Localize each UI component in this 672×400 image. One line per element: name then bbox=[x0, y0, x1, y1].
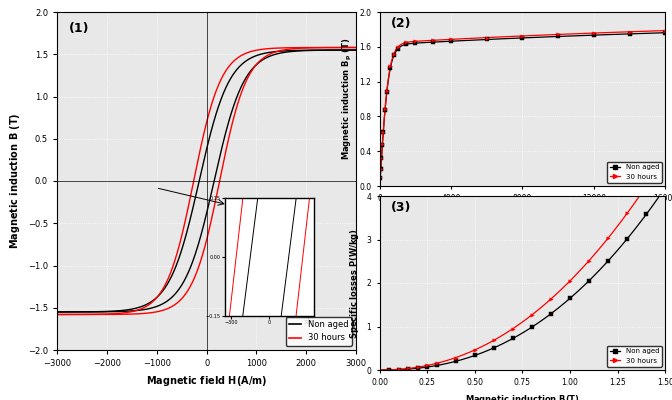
Legend: Non aged, 30 hours: Non aged, 30 hours bbox=[286, 317, 352, 346]
Legend: Non aged, 30 hours: Non aged, 30 hours bbox=[607, 346, 662, 366]
Y-axis label: Magnetic induction $\mathbf{B_p}$ ($\mathbf{T}$): Magnetic induction $\mathbf{B_p}$ ($\mat… bbox=[341, 38, 353, 160]
X-axis label: Magnetic induction $\mathbf{B}$($\mathbf{T}$): Magnetic induction $\mathbf{B}$($\mathbf… bbox=[465, 393, 580, 400]
X-axis label: Magnetic field $\mathbf{H_p}$ (A/m): Magnetic field $\mathbf{H_p}$ (A/m) bbox=[466, 209, 579, 222]
Text: (1): (1) bbox=[69, 22, 89, 35]
Text: (3): (3) bbox=[391, 201, 411, 214]
Y-axis label: Specific losses $\mathbf{P}$(W/kg): Specific losses $\mathbf{P}$(W/kg) bbox=[348, 228, 361, 338]
Legend: Non aged, 30 hours: Non aged, 30 hours bbox=[607, 162, 662, 182]
Y-axis label: Magnetic induction $\mathbf{B}$ ($\mathbf{T}$): Magnetic induction $\mathbf{B}$ ($\mathb… bbox=[9, 113, 22, 249]
X-axis label: Magnetic field $\mathbf{H}$(A/m): Magnetic field $\mathbf{H}$(A/m) bbox=[146, 374, 267, 388]
Text: (2): (2) bbox=[391, 17, 412, 30]
